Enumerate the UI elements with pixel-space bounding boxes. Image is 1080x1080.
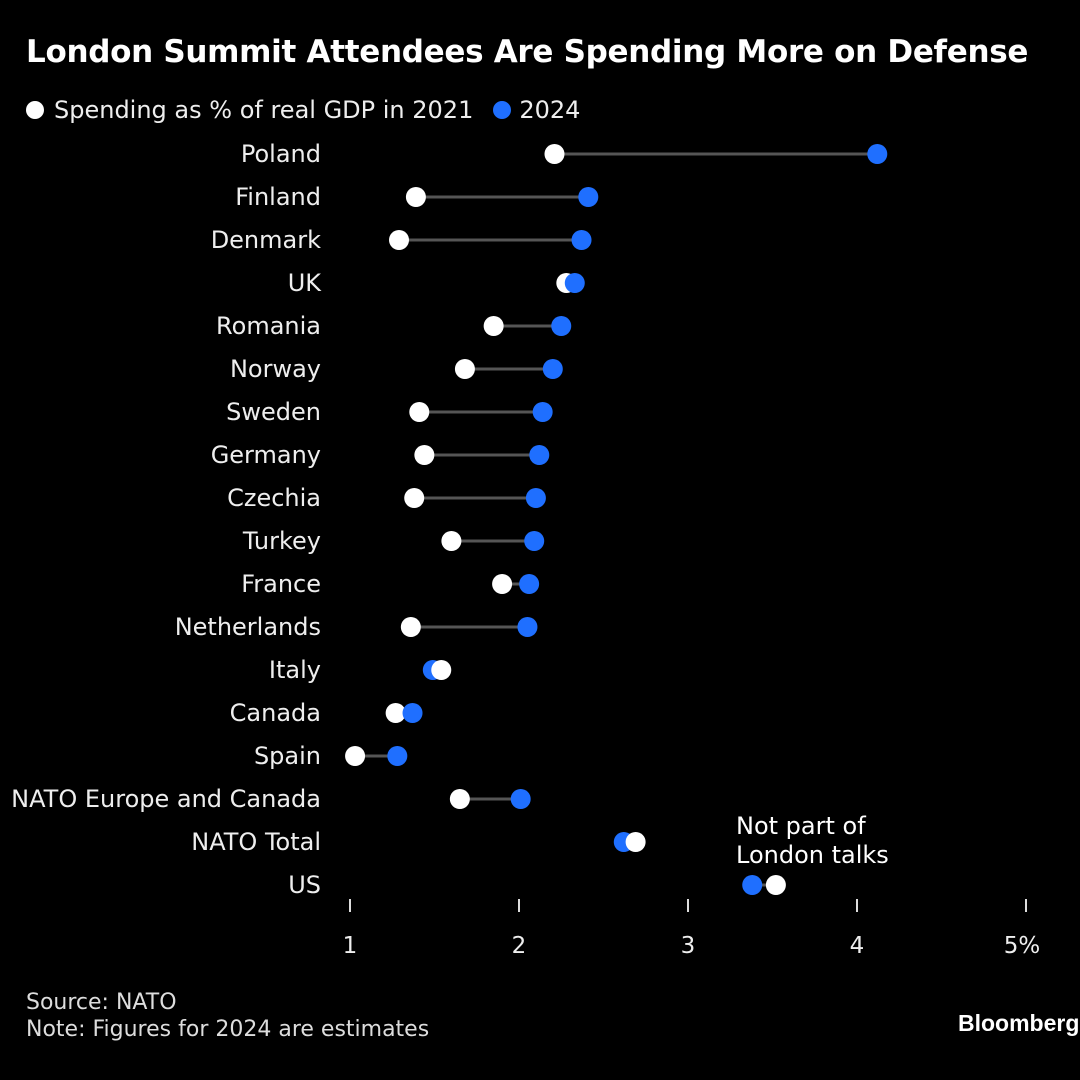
dot-2021-france — [492, 574, 513, 594]
dot-2024-poland — [867, 144, 888, 164]
dot-2021-spain — [345, 746, 366, 766]
dot-2024-finland — [578, 187, 599, 207]
category-label-nato-europe-and-canada: NATO Europe and Canada — [11, 785, 321, 813]
x-tick-label-1: 1 — [343, 933, 358, 959]
dot-2024-sweden — [532, 402, 553, 422]
category-label-norway: Norway — [230, 355, 321, 383]
dot-2024-romania — [551, 316, 572, 336]
source-note: Source: NATO — [26, 990, 177, 1015]
category-label-france: France — [241, 570, 321, 598]
dot-2024-us — [742, 875, 763, 895]
dot-2021-poland — [544, 144, 565, 164]
dot-2021-norway — [454, 359, 475, 379]
category-label-czechia: Czechia — [227, 484, 321, 512]
annotation-line-2: London talks — [736, 841, 889, 869]
dot-2021-netherlands — [400, 617, 421, 637]
dot-2024-nato-europe-and-canada — [510, 789, 531, 809]
legend-2021-label: Spending as % of real GDP in 2021 — [54, 96, 474, 124]
dot-2024-canada — [402, 703, 423, 723]
dot-2024-netherlands — [517, 617, 538, 637]
dot-2024-denmark — [571, 230, 592, 250]
dot-2021-nato-total — [625, 832, 646, 852]
category-label-netherlands: Netherlands — [175, 613, 321, 641]
category-label-italy: Italy — [269, 656, 321, 684]
category-label-turkey: Turkey — [242, 527, 321, 555]
x-tick-label-4: 4 — [850, 933, 865, 959]
annotation-line-1: Not part of — [736, 812, 866, 840]
dot-2021-germany — [414, 445, 435, 465]
dot-2024-spain — [387, 746, 408, 766]
category-label-nato-total: NATO Total — [191, 828, 321, 856]
category-label-us: US — [288, 871, 321, 899]
legend-2024-marker — [493, 101, 512, 119]
legend-2021-marker — [26, 101, 44, 119]
dot-2021-canada — [385, 703, 406, 723]
dot-2021-turkey — [441, 531, 462, 551]
category-label-uk: UK — [288, 269, 323, 297]
dot-2021-nato-europe-and-canada — [449, 789, 470, 809]
legend-2024-label: 2024 — [519, 96, 581, 124]
dot-2021-italy — [431, 660, 452, 680]
dot-2024-france — [519, 574, 540, 594]
bloomberg-logo: Bloomberg — [958, 1010, 1080, 1036]
x-tick-label-5: 5% — [1004, 933, 1041, 959]
category-label-canada: Canada — [230, 699, 321, 727]
category-label-romania: Romania — [216, 312, 321, 340]
category-label-spain: Spain — [254, 742, 321, 770]
dot-2024-norway — [542, 359, 563, 379]
category-label-sweden: Sweden — [226, 398, 321, 426]
dot-2021-us — [765, 875, 786, 895]
dot-2021-czechia — [404, 488, 425, 508]
dot-2021-finland — [405, 187, 426, 207]
dot-2021-romania — [483, 316, 504, 336]
dot-2021-denmark — [389, 230, 410, 250]
dot-2021-sweden — [409, 402, 430, 422]
x-tick-label-2: 2 — [512, 933, 527, 959]
legend: Spending as % of real GDP in 2021 2024 — [26, 96, 580, 124]
category-label-germany: Germany — [211, 441, 321, 469]
dot-2024-germany — [529, 445, 550, 465]
category-label-poland: Poland — [241, 140, 321, 168]
dot-2024-uk — [564, 273, 585, 293]
chart-title: London Summit Attendees Are Spending Mor… — [26, 34, 1029, 70]
category-label-denmark: Denmark — [211, 226, 321, 254]
estimate-note: Note: Figures for 2024 are estimates — [26, 1017, 430, 1042]
dot-2024-turkey — [524, 531, 545, 551]
x-tick-label-3: 3 — [681, 933, 696, 959]
dot-2024-czechia — [525, 488, 546, 508]
category-label-finland: Finland — [235, 183, 321, 211]
